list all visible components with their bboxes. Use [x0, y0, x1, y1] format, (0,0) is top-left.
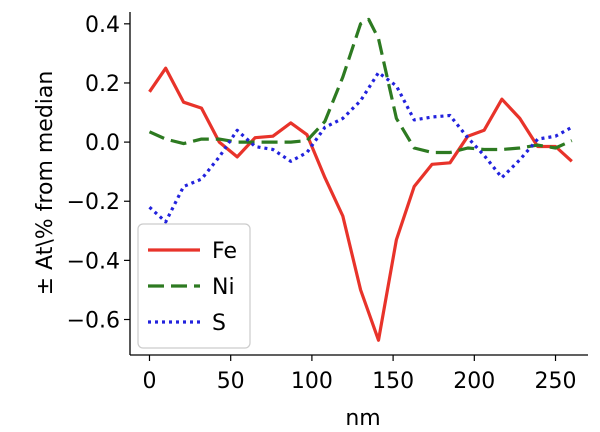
x-tick-label: 100 — [291, 369, 333, 394]
legend-label-fe: Fe — [212, 239, 237, 264]
x-tick-label: 250 — [535, 369, 577, 394]
x-axis-title: nm — [345, 406, 380, 431]
y-axis-title: ± At\% from median — [33, 71, 58, 296]
series-line-ni — [148, 17, 573, 155]
y-tick-label: 0.2 — [85, 72, 120, 97]
y-tick-label: −0.4 — [67, 249, 120, 274]
plot-frame — [129, 12, 588, 356]
x-tick-label: 50 — [217, 369, 245, 394]
ticks: 0 50 100 150 200 250 0.4 0.2 0.0 −0.2 −0.4 −0.6 — [67, 13, 577, 394]
series-line-fe — [148, 66, 573, 342]
legend-label-ni: Ni — [212, 275, 235, 300]
legend: Fe Ni S — [137, 223, 251, 349]
y-tick-label: −0.6 — [67, 309, 120, 334]
y-tick-label: −0.2 — [67, 190, 120, 215]
x-tick-label: 200 — [453, 369, 495, 394]
legend-label-s: S — [212, 311, 226, 336]
x-tick-label: 150 — [372, 369, 414, 394]
series-line-s — [148, 70, 573, 224]
y-tick-label: 0.4 — [85, 13, 120, 38]
y-tick-label: 0.0 — [85, 131, 120, 156]
x-tick-label: 0 — [142, 369, 156, 394]
series-lines — [148, 17, 573, 342]
